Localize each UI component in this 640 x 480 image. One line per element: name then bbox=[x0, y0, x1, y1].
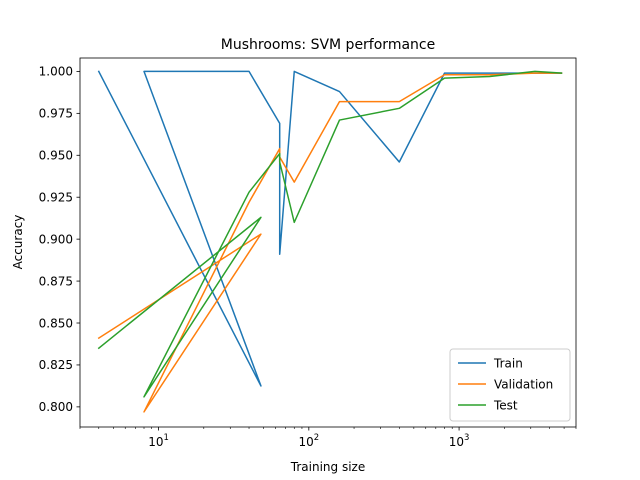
x-tick-label: 101 bbox=[148, 433, 169, 449]
series-line-validation bbox=[97, 72, 563, 413]
y-tick-label: 0.975 bbox=[39, 107, 73, 121]
y-tick-label: 0.950 bbox=[39, 149, 73, 163]
legend-label-validation: Validation bbox=[494, 377, 553, 391]
x-axis-label: Training size bbox=[290, 460, 365, 474]
y-tick-label: 0.900 bbox=[39, 232, 73, 246]
y-tick-label: 0.800 bbox=[39, 400, 73, 414]
legend: Train Validation Test bbox=[449, 348, 571, 422]
x-tick-label: 103 bbox=[449, 433, 470, 449]
series-line-test bbox=[97, 70, 563, 398]
y-tick-label: 0.825 bbox=[39, 358, 73, 372]
y-tick-label: 0.850 bbox=[39, 316, 73, 330]
plot-area: 0.800 0.825 0.850 0.875 0.900 0.925 0.950 0.975… bbox=[39, 57, 577, 449]
legend-label-test: Test bbox=[493, 398, 518, 412]
legend-label-train: Train bbox=[493, 356, 523, 370]
y-tick-label: 0.925 bbox=[39, 191, 73, 205]
x-tick-label: 102 bbox=[298, 433, 319, 449]
y-tick-label: 1.000 bbox=[39, 65, 73, 79]
legend-box bbox=[449, 348, 571, 422]
series-line-train bbox=[97, 70, 563, 387]
chart-title: Mushrooms: SVM performance bbox=[221, 37, 435, 53]
y-axis-label: Accuracy bbox=[11, 215, 25, 270]
axes-frame bbox=[79, 57, 577, 428]
y-tick-label: 0.875 bbox=[39, 274, 73, 288]
